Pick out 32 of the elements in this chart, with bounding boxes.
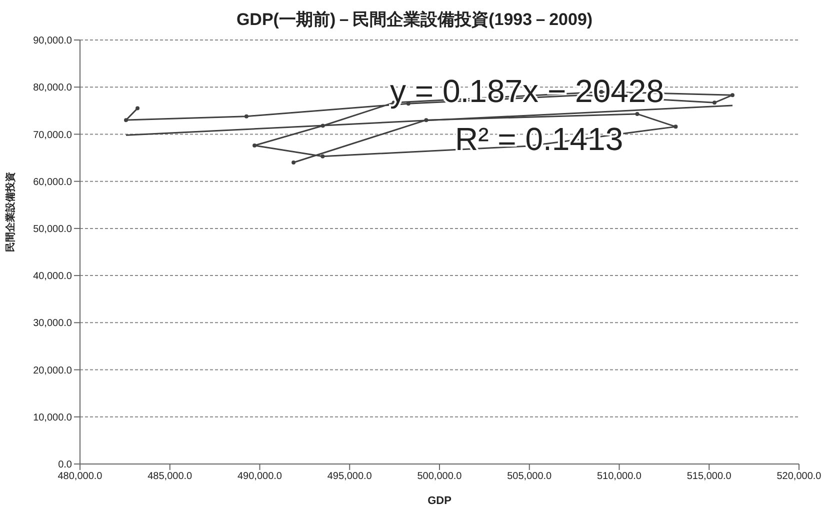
point xyxy=(124,118,128,122)
point xyxy=(252,144,257,148)
x-tick-label: 485,000.0 xyxy=(148,471,193,482)
x-tick-label: 505,000.0 xyxy=(507,471,552,482)
x-axis-title: GDP xyxy=(428,495,452,507)
x-tick-label: 495,000.0 xyxy=(327,471,372,482)
point xyxy=(292,160,296,164)
y-tick-label: 60,000.0 xyxy=(33,176,72,188)
y-tick-label: 0.0 xyxy=(58,460,72,471)
point xyxy=(136,106,140,110)
point xyxy=(635,112,640,116)
y-tick-label: 80,000.0 xyxy=(33,82,72,94)
y-tick-label: 10,000.0 xyxy=(33,412,72,424)
point xyxy=(712,100,717,105)
x-tick-label: 510,000.0 xyxy=(597,471,642,482)
x-tick-label: 520,000.0 xyxy=(776,471,822,482)
y-tick-label: 50,000.0 xyxy=(33,224,72,235)
y-tick-label: 70,000.0 xyxy=(33,130,72,141)
x-tick-label: 500,000.0 xyxy=(417,471,462,482)
y-axis-title: 民間企業設備投資 xyxy=(4,172,17,252)
point xyxy=(244,114,248,118)
y-tick-label: 20,000.0 xyxy=(33,365,72,376)
x-tick-label: 515,000.0 xyxy=(686,471,732,482)
point xyxy=(320,154,325,158)
y-tick-label: 90,000.0 xyxy=(33,36,72,47)
x-tick-label: 480,000.0 xyxy=(58,471,103,482)
y-tick-label: 30,000.0 xyxy=(33,318,72,330)
x-tick-label: 490,000.0 xyxy=(238,471,282,482)
chart-title: GDP(一期前)－民間企業設備投資(1993－2009) xyxy=(235,9,594,31)
y-tick-label: 40,000.0 xyxy=(33,271,72,282)
point xyxy=(730,93,734,98)
point xyxy=(674,124,678,129)
